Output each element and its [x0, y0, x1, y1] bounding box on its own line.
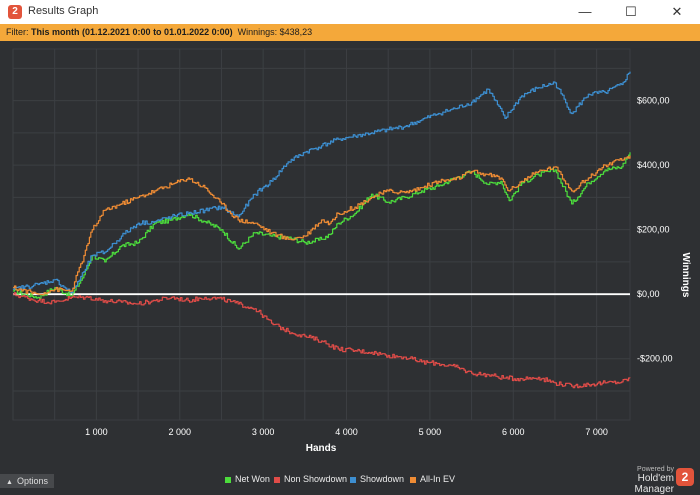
y-tick-label: $0,00 [637, 289, 660, 299]
plot-area [12, 48, 631, 421]
y-axis-label: Winnings [680, 253, 691, 298]
series-line-non-showdown [13, 292, 631, 389]
filter-value[interactable]: This month (01.12.2021 0:00 to 01.01.202… [31, 27, 233, 37]
minimize-button[interactable]: — [578, 4, 592, 19]
legend-swatch [350, 476, 356, 483]
results-chart: 1 000 2 000 3 000 4 000 5 000 6 000 7 000 -$20… [0, 41, 700, 463]
holdem-manager-logo-icon: 2 [676, 468, 694, 486]
grid-lines [12, 49, 630, 420]
legend-item-all-in-ev[interactable]: All-In EV [410, 474, 455, 484]
legend-swatch [274, 476, 280, 483]
legend-item-non-showdown[interactable]: Non Showdown [274, 474, 347, 484]
x-tick-label: 1 000 [85, 427, 108, 437]
caret-up-icon: ▲ [6, 479, 13, 486]
window-title: Results Graph [28, 5, 99, 17]
series-line-all-in-ev [13, 155, 631, 296]
brand-name: Hold'em Manager [634, 473, 674, 495]
legend-label: Net Won [235, 474, 270, 484]
y-tick-label: $200,00 [637, 225, 670, 235]
x-tick-label: 7 000 [585, 427, 608, 437]
series-lines [13, 71, 631, 389]
series-line-showdown [13, 71, 631, 294]
options-label: Options [16, 476, 48, 486]
maximize-button[interactable]: ☐ [625, 4, 637, 19]
y-tick-label: -$200,00 [637, 354, 673, 364]
powered-by-text: Powered by [637, 466, 674, 473]
filter-bar: Filter: This month (01.12.2021 0:00 to 0… [0, 24, 700, 41]
x-axis-ticks: 1 000 2 000 3 000 4 000 5 000 6 000 7 000 [85, 427, 608, 437]
title-bar: 2 Results Graph — ☐ ✕ [0, 0, 700, 25]
app-logo-icon: 2 [8, 5, 22, 19]
legend-item-showdown[interactable]: Showdown [350, 474, 404, 484]
legend-item-net-won[interactable]: Net Won [225, 474, 270, 484]
x-tick-label: 4 000 [335, 427, 358, 437]
legend-swatch [410, 476, 416, 483]
series-line-net-won [13, 152, 631, 299]
legend-label: Non Showdown [284, 474, 348, 484]
x-axis-label: Hands [306, 443, 337, 454]
y-tick-label: $400,00 [637, 160, 670, 170]
x-tick-label: 5 000 [419, 427, 442, 437]
filter-winnings: Winnings: $438,23 [232, 27, 313, 37]
y-axis-ticks: -$200,00 $0,00 $200,00 $400,00 $600,00 [637, 96, 673, 364]
y-tick-label: $600,00 [637, 96, 670, 106]
options-button[interactable]: ▲ Options [0, 474, 54, 488]
filter-prefix: Filter: [6, 27, 32, 37]
x-tick-label: 2 000 [168, 427, 191, 437]
x-tick-label: 6 000 [502, 427, 525, 437]
chart-legend: Net Won Non Showdown Showdown All-In EV [0, 471, 700, 488]
chart-svg: 1 000 2 000 3 000 4 000 5 000 6 000 7 000 -$20… [12, 48, 691, 454]
legend-label: All-In EV [420, 474, 456, 484]
x-tick-label: 3 000 [252, 427, 275, 437]
close-button[interactable]: ✕ [671, 4, 683, 19]
legend-label: Showdown [360, 474, 405, 484]
powered-by: Powered by Hold'em Manager [598, 466, 674, 495]
legend-swatch [225, 476, 231, 483]
